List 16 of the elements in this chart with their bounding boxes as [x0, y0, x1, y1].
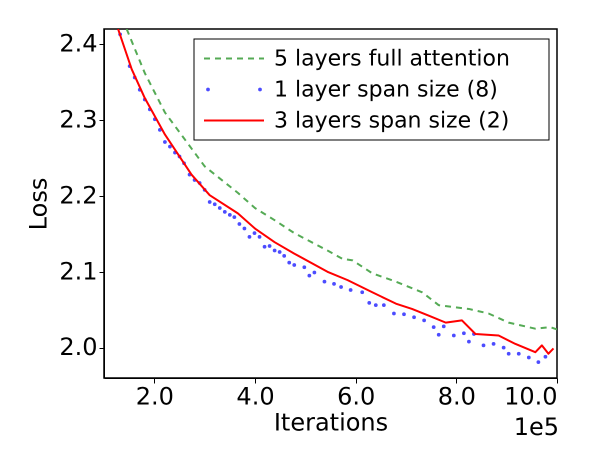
legend-label: 1 layer span size (8) — [274, 78, 498, 102]
y-tick-label: 2.3 — [59, 106, 98, 134]
legend-label: 3 layers span size (2) — [274, 108, 510, 134]
y-tick-label: 2.4 — [59, 30, 98, 58]
x-tick-label: 2.0 — [136, 382, 174, 410]
x-tick-label: 8.0 — [438, 382, 476, 410]
x-tick-label: 6.0 — [337, 382, 376, 410]
y-tick-label: 2.2 — [59, 181, 98, 210]
text: 1e5 — [514, 413, 559, 441]
x-tick-label: 4.0 — [236, 382, 275, 410]
y-tick-label: 2.1 — [59, 257, 98, 286]
x-axis-title: Iterations — [274, 408, 388, 436]
x-tick-label: 10.0 — [504, 382, 558, 410]
legend-label: 5 layers full attention — [274, 46, 510, 72]
y-axis-title: Loss — [24, 178, 52, 230]
y-tick-label: 2.0 — [59, 333, 98, 362]
